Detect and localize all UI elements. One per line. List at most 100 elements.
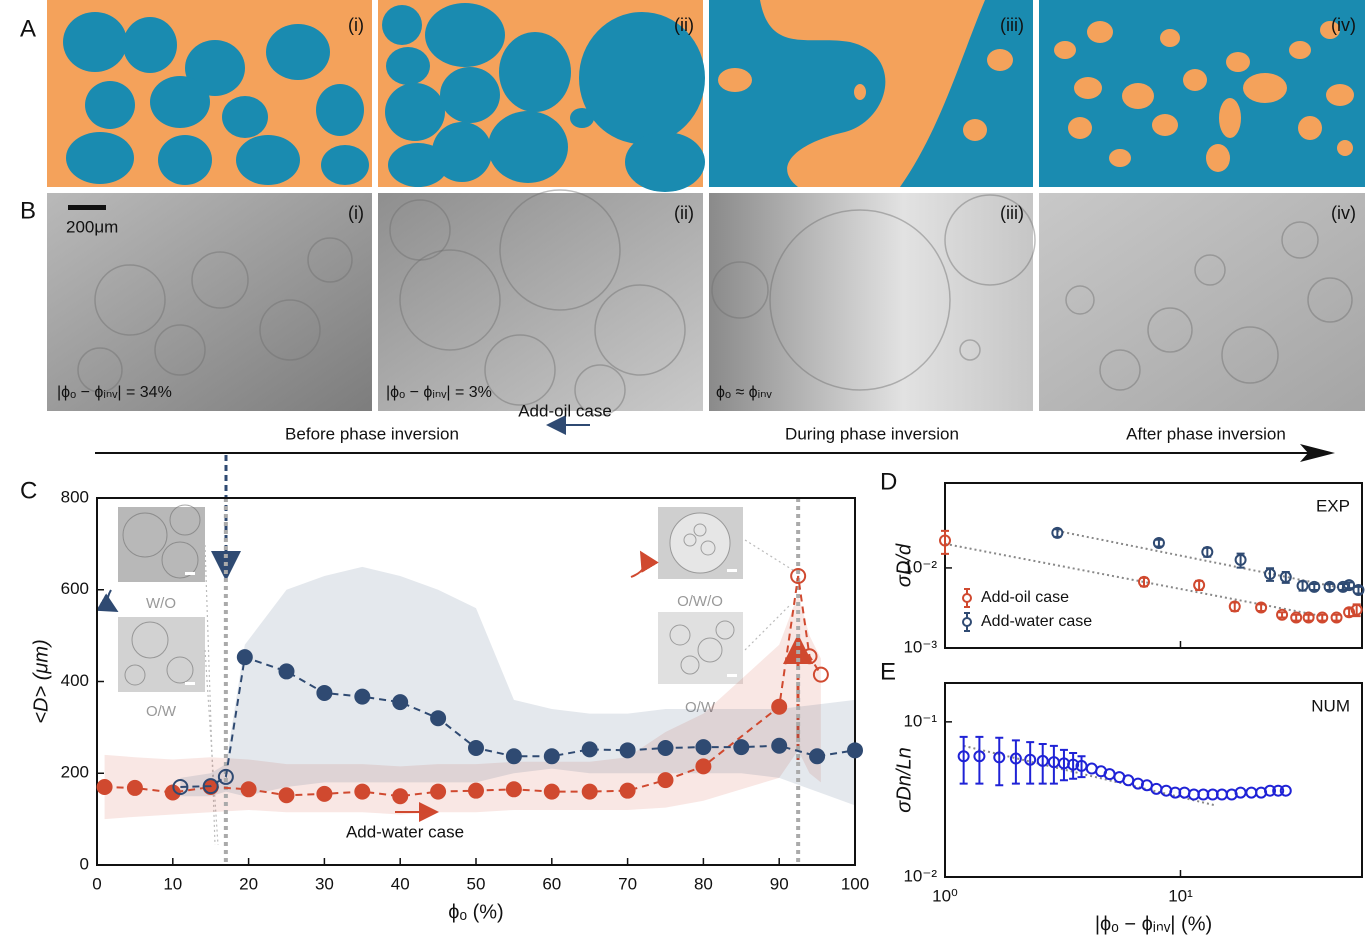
data-point <box>393 695 407 709</box>
x-tick-label: 10¹ <box>1168 886 1193 905</box>
data-point <box>583 785 597 799</box>
data-point <box>507 782 521 796</box>
error-bar <box>1318 615 1326 621</box>
data-point <box>621 784 635 798</box>
data-point <box>734 740 748 754</box>
data-point <box>659 773 673 787</box>
y-axis-label: σD/d <box>893 543 915 587</box>
panel-label: E <box>880 658 896 685</box>
panel-label: A <box>20 15 36 42</box>
schematic-label: (iii) <box>1000 15 1024 35</box>
x-tick-label: 80 <box>694 874 713 893</box>
x-tick-label: 50 <box>467 874 486 893</box>
micrograph-label: (iii) <box>1000 203 1024 223</box>
panel-tag: EXP <box>1316 496 1350 515</box>
data-point <box>280 664 294 678</box>
data-point <box>431 785 445 799</box>
micrograph-note: |ϕₒ − ϕᵢₙᵥ| = 34% <box>57 384 172 401</box>
data-point <box>1123 775 1133 785</box>
error-bar <box>1257 604 1265 611</box>
x-tick-label: 100 <box>841 874 869 893</box>
schematic-iii <box>709 0 1033 187</box>
panel-label: B <box>20 197 36 224</box>
panel-label: C <box>20 477 37 504</box>
y-tick-label: 0 <box>80 854 89 873</box>
data-point <box>772 739 786 753</box>
scale-bar <box>68 205 106 210</box>
x-tick-label: 70 <box>618 874 637 893</box>
panel-tag: NUM <box>1311 696 1350 715</box>
schematic-iv <box>1039 0 1365 187</box>
data-point <box>621 743 635 757</box>
data-point <box>393 789 407 803</box>
y-tick-label: 400 <box>61 671 89 690</box>
x-tick-label: 10 <box>163 874 182 893</box>
x-axis-label: |ϕₒ − ϕᵢₙᵥ| (%) <box>1095 913 1212 935</box>
x-tick-label: 40 <box>391 874 410 893</box>
data-point <box>98 780 112 794</box>
x-tick-label: 90 <box>770 874 789 893</box>
data-point <box>1246 788 1256 798</box>
legend-label: Add-water case <box>981 613 1092 630</box>
legend-marker <box>963 618 971 626</box>
chart-2: 10⁻²10⁻¹10⁰10¹|ϕₒ − ϕᵢₙᵥ| (%)σDn/LnNUM <box>893 683 1362 935</box>
micrographs <box>47 190 1365 415</box>
error-bar <box>1050 746 1058 784</box>
inset-label: W/O <box>146 595 176 612</box>
inset-label: O/W <box>146 703 177 720</box>
scale-bar-label: 200μm <box>66 217 118 236</box>
data-point <box>128 781 142 795</box>
data-point <box>317 787 331 801</box>
data-point <box>772 700 786 714</box>
micrograph-label: (ii) <box>674 203 694 223</box>
data-point <box>696 740 710 754</box>
error-bar <box>1310 584 1318 590</box>
error-bar <box>1060 750 1068 780</box>
micrograph-label: (i) <box>348 203 364 223</box>
error-bar <box>941 531 949 554</box>
x-tick-label: 0 <box>92 874 101 893</box>
schematic-ii <box>378 0 705 192</box>
stage-label: Before phase inversion <box>285 424 459 443</box>
data-point <box>583 742 597 756</box>
x-tick-label: 20 <box>239 874 258 893</box>
data-point <box>659 741 673 755</box>
series-annotation: Add-oil case <box>518 401 612 420</box>
legend-label: Add-oil case <box>981 589 1069 606</box>
data-point <box>431 711 445 725</box>
x-tick-label: 10⁰ <box>932 886 958 905</box>
data-point <box>696 759 710 773</box>
panel-label: D <box>880 468 897 495</box>
schematic-label: (ii) <box>674 15 694 35</box>
data-point <box>545 785 559 799</box>
data-point <box>355 690 369 704</box>
data-point <box>355 785 369 799</box>
error-bar <box>1155 540 1163 547</box>
y-tick-label: 10⁻³ <box>903 637 937 656</box>
figure: ABCDE(i)(ii)(iii)(iv)(i)(ii)(iii)(iv)200… <box>0 0 1369 939</box>
data-point <box>848 743 862 757</box>
error-bar <box>1333 615 1341 621</box>
data-point <box>317 686 331 700</box>
data-point <box>280 788 294 802</box>
schematic-i <box>47 0 372 187</box>
inset-label: O/W/O <box>677 593 723 610</box>
data-point <box>242 782 256 796</box>
micrograph-note: |ϕₒ − ϕᵢₙᵥ| = 3% <box>386 384 492 401</box>
series-annotation: Add-water case <box>346 822 464 841</box>
data-point <box>1151 784 1161 794</box>
data-point <box>545 749 559 763</box>
micrograph-label: (iv) <box>1331 203 1356 223</box>
legend-marker <box>963 594 971 602</box>
x-tick-label: 60 <box>542 874 561 893</box>
y-axis-label: σDn/Ln <box>893 747 915 812</box>
plot-frame <box>945 683 1362 877</box>
y-tick-label: 10⁻² <box>903 866 937 885</box>
x-tick-label: 30 <box>315 874 334 893</box>
data-point <box>469 741 483 755</box>
data-point <box>238 650 252 664</box>
schematic-label: (iv) <box>1331 15 1356 35</box>
y-axis-label: <D> (μm) <box>30 639 52 723</box>
data-point <box>469 784 483 798</box>
